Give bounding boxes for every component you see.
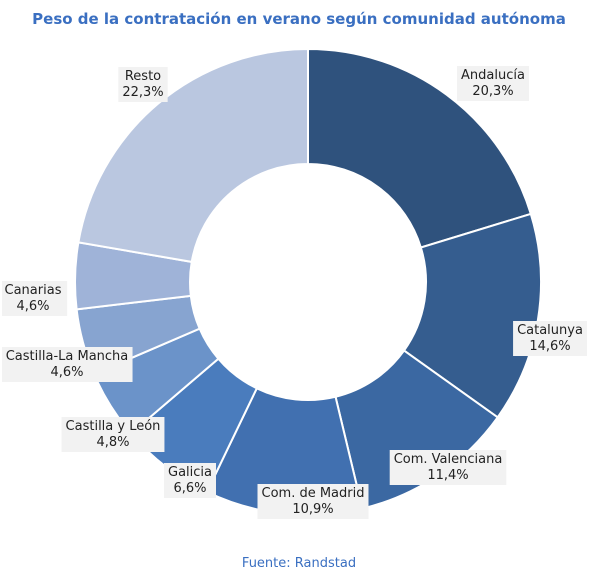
slice-label-value: 4,8% [96, 435, 129, 450]
slice-label-name: Castilla-La Mancha [6, 349, 129, 364]
slice-label-name: Catalunya [517, 323, 583, 338]
slice-label-name: Com. de Madrid [262, 486, 365, 501]
donut-slice [402, 212, 542, 419]
chart-title: Peso de la contratación en verano según … [32, 10, 566, 28]
slice-label-name: Canarias [5, 283, 62, 298]
slice-label-background [2, 347, 133, 382]
slice-label-background [389, 450, 507, 485]
chart-source: Fuente: Randstad [241, 556, 357, 571]
donut-slice [77, 47, 309, 264]
slice-label-value: 20,3% [472, 84, 513, 99]
slice-label-background [257, 484, 369, 519]
slice-label-value: 22,3% [122, 85, 163, 100]
slice-label-background [164, 463, 216, 498]
slice-label-name: Resto [125, 69, 161, 84]
slice-label-background [2, 281, 68, 316]
slice-label-name: Andalucía [461, 68, 525, 83]
slice-label-value: 11,4% [427, 468, 468, 483]
slice-label-value: 4,6% [50, 365, 83, 380]
slice-label-value: 6,6% [173, 481, 206, 496]
slice-label-value: 14,6% [529, 339, 570, 354]
slice-label-name: Galicia [168, 465, 212, 480]
slice-label-background [118, 67, 168, 102]
slice-label-name: Castilla y León [66, 419, 161, 434]
slice-label-name: Com. Valenciana [394, 452, 503, 467]
slice-label-background [513, 321, 587, 356]
slice-label-background [457, 66, 529, 101]
slice-label-background [61, 417, 165, 452]
slice-label-value: 4,6% [16, 299, 49, 314]
slice-label-value: 10,9% [292, 502, 333, 517]
donut-slice [307, 47, 533, 249]
